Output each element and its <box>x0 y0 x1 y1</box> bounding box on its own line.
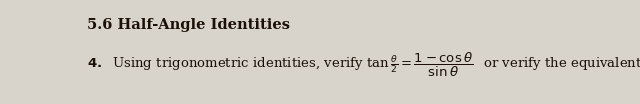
Text: $\mathbf{4.}$  Using trigonometric identities, verify tan$\,\frac{\theta}{2} = \: $\mathbf{4.}$ Using trigonometric identi… <box>88 51 640 79</box>
Text: 5.6 Half-Angle Identities: 5.6 Half-Angle Identities <box>88 18 291 32</box>
